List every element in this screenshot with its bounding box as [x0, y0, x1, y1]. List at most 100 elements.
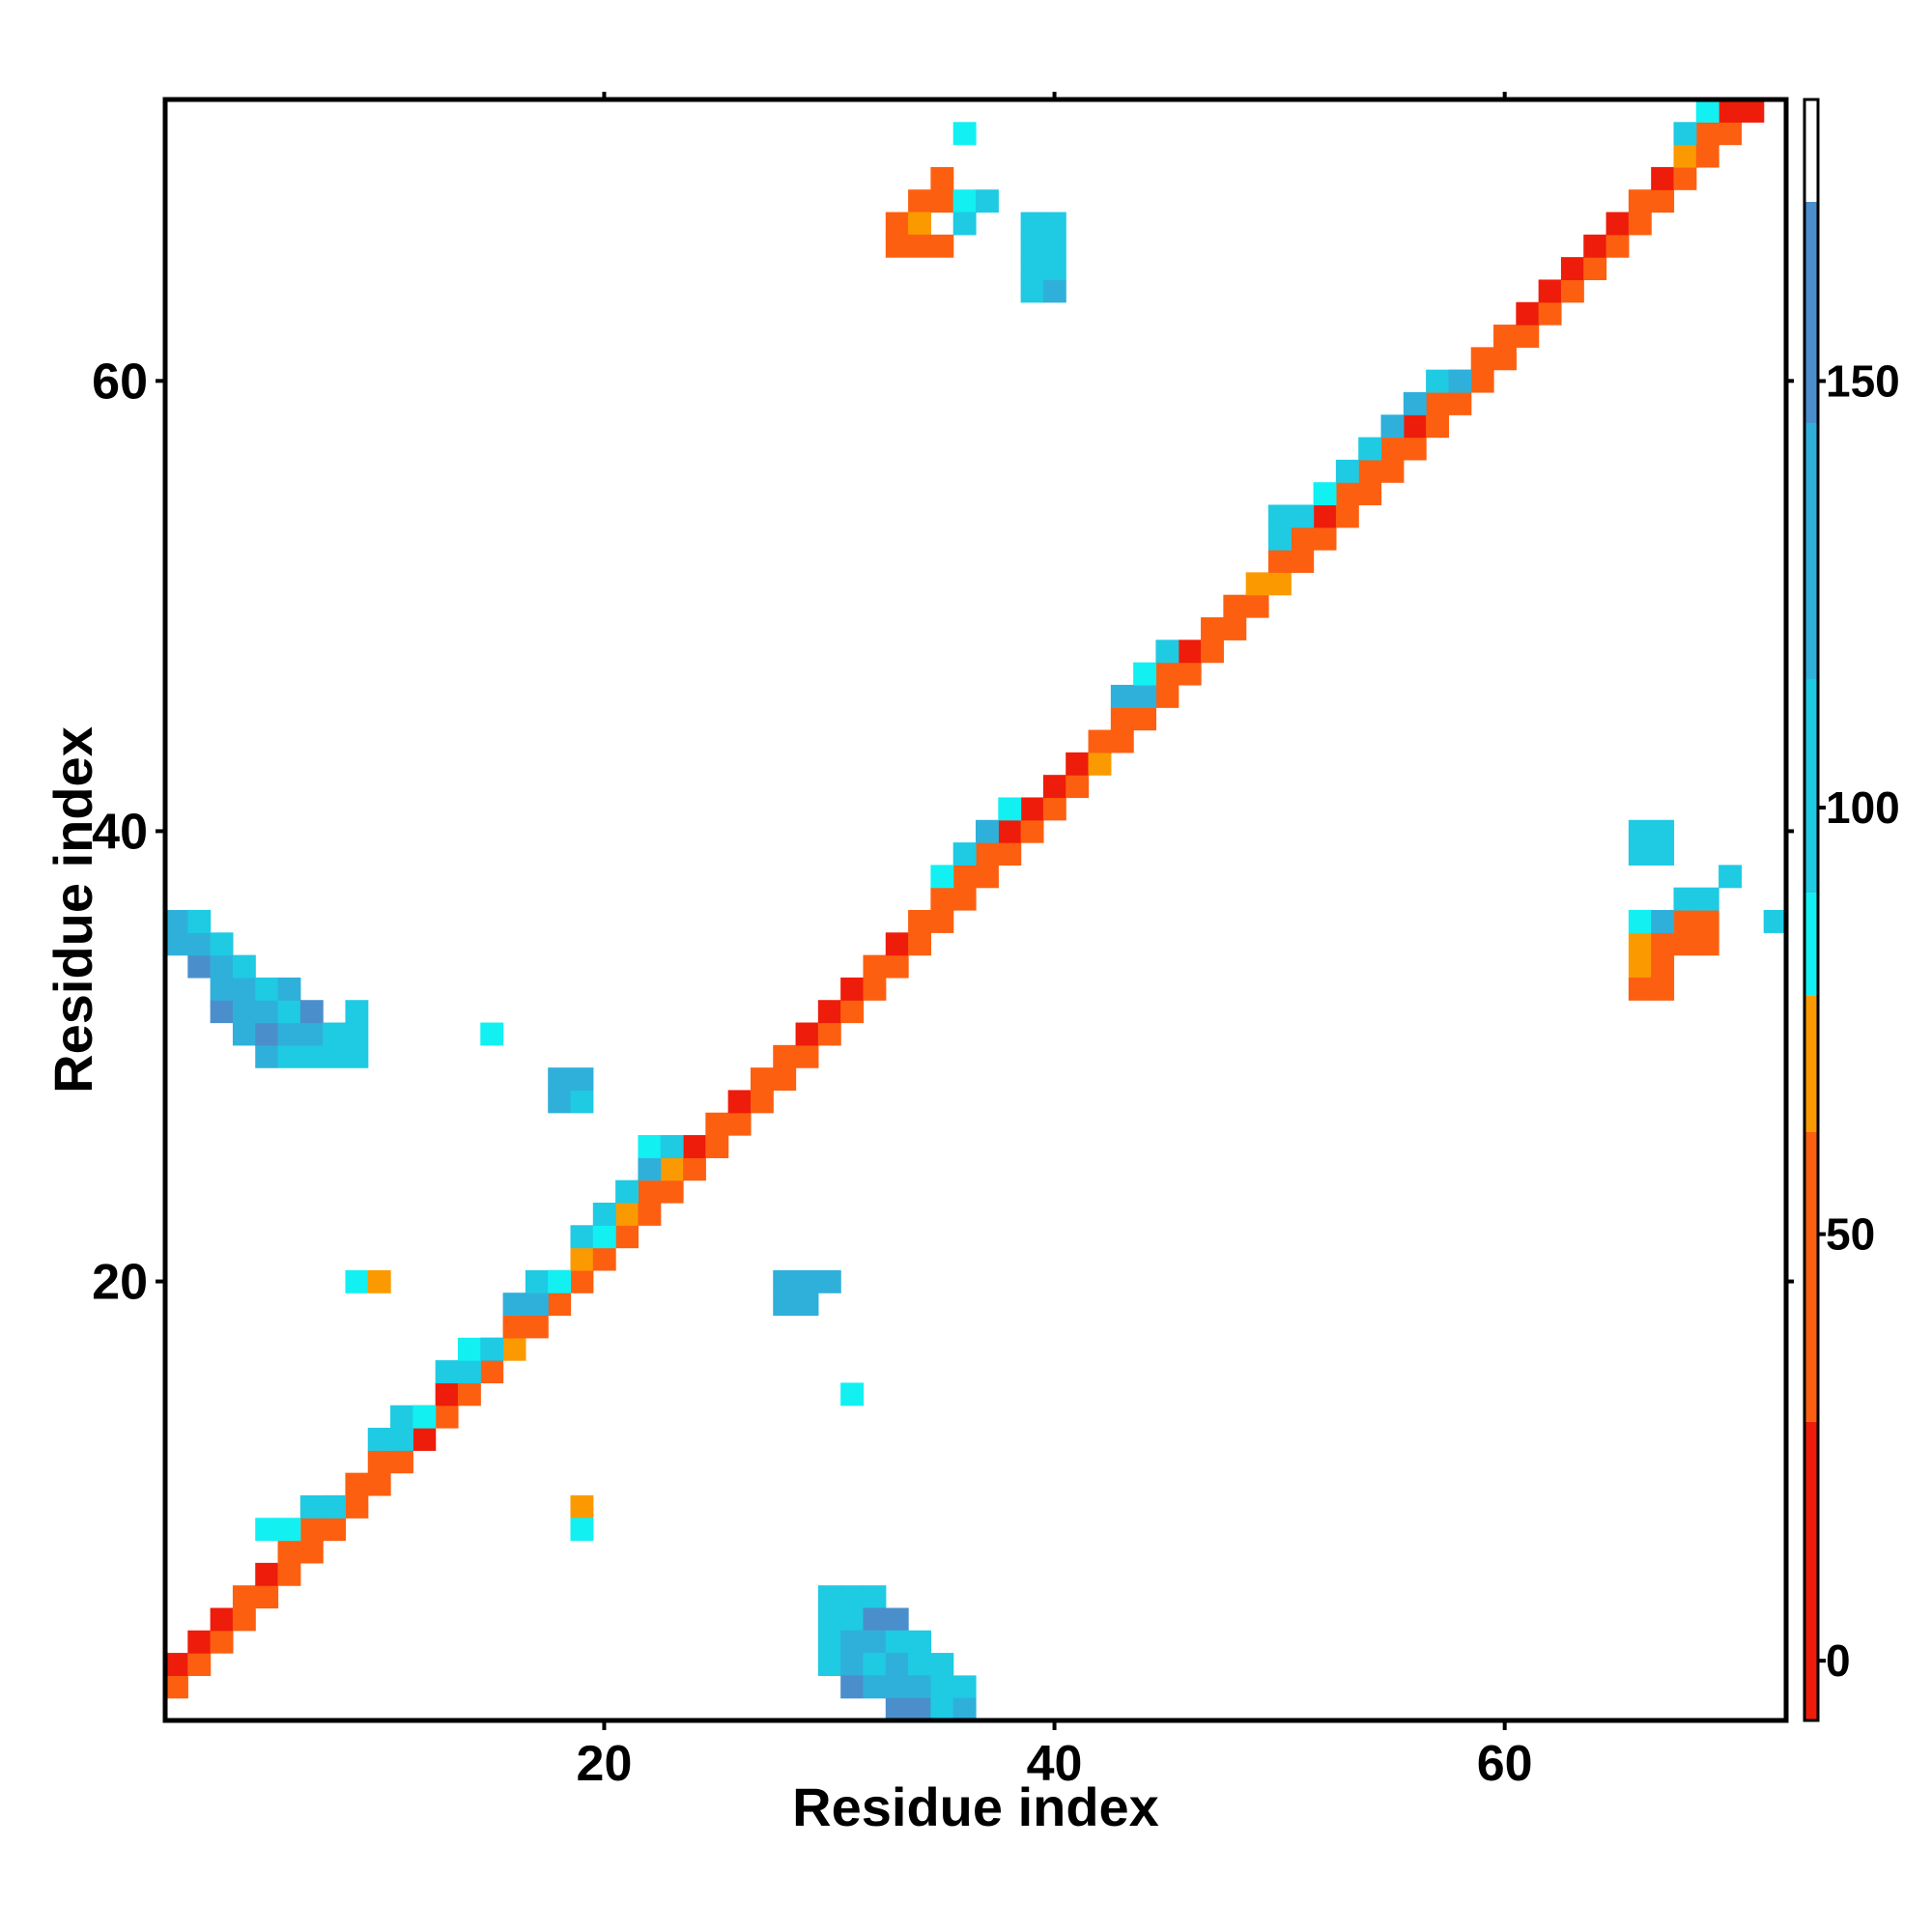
heatmap-cell	[750, 1090, 774, 1114]
heatmap-cell	[750, 1067, 774, 1092]
heatmap-cell	[1673, 144, 1697, 168]
heatmap-cell	[1426, 369, 1450, 393]
heatmap-cell	[1448, 369, 1472, 393]
heatmap-cell	[795, 1269, 819, 1293]
heatmap-cell	[795, 1022, 819, 1046]
heatmap-cell	[1673, 932, 1697, 956]
heatmap-cell	[930, 865, 954, 889]
heatmap-cell	[1020, 279, 1044, 303]
heatmap-cell	[863, 1607, 887, 1632]
heatmap-cell	[367, 1472, 391, 1496]
heatmap-cell	[210, 1630, 234, 1654]
heatmap-cell	[1155, 662, 1179, 686]
heatmap-cell	[683, 1135, 706, 1158]
heatmap-cell	[210, 954, 234, 979]
heatmap-cell	[1628, 819, 1652, 843]
heatmap-cell	[885, 932, 909, 956]
heatmap-cell	[345, 1022, 369, 1046]
heatmap-cell	[548, 1067, 572, 1092]
heatmap-cell	[232, 1000, 256, 1024]
heatmap-cell	[1088, 729, 1112, 753]
heatmap-cell	[1426, 414, 1450, 439]
heatmap-cell	[1155, 639, 1179, 664]
heatmap-cell	[817, 1269, 841, 1293]
heatmap-cell	[863, 1585, 887, 1609]
heatmap-cell	[930, 1697, 954, 1721]
heatmap-cell	[1695, 99, 1719, 123]
heatmap-cell	[1313, 504, 1337, 528]
heatmap-cell	[952, 122, 977, 146]
heatmap-cell	[255, 1044, 279, 1068]
heatmap-cell	[570, 1067, 594, 1092]
heatmap-cell	[480, 1337, 504, 1361]
heatmap-cell	[817, 1022, 841, 1046]
heatmap-cell	[232, 977, 256, 1001]
heatmap-cell	[840, 1000, 865, 1024]
colorbar-band	[1804, 423, 1818, 680]
heatmap-cell	[817, 1000, 841, 1024]
heatmap-cell	[705, 1112, 729, 1136]
heatmap-cell	[998, 797, 1022, 821]
heatmap-cell	[1335, 459, 1359, 483]
heatmap-cell	[817, 1630, 841, 1654]
heatmap-cell	[1178, 639, 1202, 664]
heatmap-cell	[255, 1518, 279, 1542]
y-axis-label: Residue index	[43, 726, 103, 1094]
heatmap-cell	[232, 1022, 256, 1046]
heatmap-cell	[210, 977, 234, 1001]
heatmap-cell	[885, 954, 909, 979]
heatmap-cell	[277, 1022, 301, 1046]
heatmap-cell	[1673, 910, 1697, 933]
heatmap-cell	[1403, 414, 1427, 439]
heatmap-cell	[1605, 234, 1630, 258]
heatmap-cell	[952, 842, 977, 866]
heatmap-cell	[1335, 504, 1359, 528]
heatmap-cell	[570, 1225, 594, 1249]
heatmap-cell	[323, 1518, 347, 1542]
heatmap-cell	[323, 1022, 347, 1046]
heatmap-cell	[930, 910, 954, 933]
heatmap-cell	[1695, 144, 1719, 168]
heatmap-cell	[1583, 257, 1607, 281]
heatmap-cell	[1291, 550, 1315, 574]
heatmap-cell	[615, 1225, 639, 1249]
heatmap-cell	[998, 819, 1022, 843]
colorbar-band	[1804, 99, 1818, 202]
heatmap-cell	[548, 1090, 572, 1114]
heatmap-cell	[885, 1697, 909, 1721]
colorbar-band	[1804, 1421, 1818, 1720]
heatmap-cell	[435, 1360, 459, 1384]
heatmap-cell	[165, 1653, 188, 1676]
heatmap-cell	[1628, 932, 1652, 956]
heatmap-cell	[773, 1293, 797, 1317]
heatmap-cell	[1673, 166, 1697, 190]
heatmap-cell	[908, 212, 931, 236]
heatmap-cell	[840, 1607, 865, 1632]
heatmap-cell	[1493, 325, 1517, 348]
heatmap-cell	[457, 1337, 481, 1361]
y-tick-label: 60	[92, 354, 148, 410]
colorbar-frame	[1803, 98, 1820, 1722]
heatmap-cell	[1516, 325, 1540, 348]
heatmap-cell	[1403, 391, 1427, 415]
heatmap-cell	[299, 1044, 324, 1068]
heatmap-cell	[976, 865, 999, 889]
heatmap-cell	[930, 189, 954, 213]
heatmap-cell	[1155, 684, 1179, 708]
heatmap-cell	[1583, 234, 1607, 258]
heatmap-cell	[457, 1360, 481, 1384]
heatmap-cell	[1380, 459, 1405, 483]
heatmap-cell	[1673, 887, 1697, 911]
heatmap-cell	[1470, 347, 1494, 371]
heatmap-cell	[1223, 594, 1247, 618]
heatmap-cell	[367, 1428, 391, 1451]
colorbar-tick-label: 0	[1826, 1635, 1851, 1686]
heatmap-cell	[1267, 550, 1292, 574]
heatmap-cell	[908, 1675, 931, 1699]
heatmap-cell	[998, 842, 1022, 866]
heatmap-cell	[908, 234, 931, 258]
heatmap-cell	[1245, 594, 1269, 618]
heatmap-cell	[592, 1202, 616, 1226]
heatmap-cell	[1651, 166, 1675, 190]
heatmap-cell	[525, 1269, 549, 1293]
